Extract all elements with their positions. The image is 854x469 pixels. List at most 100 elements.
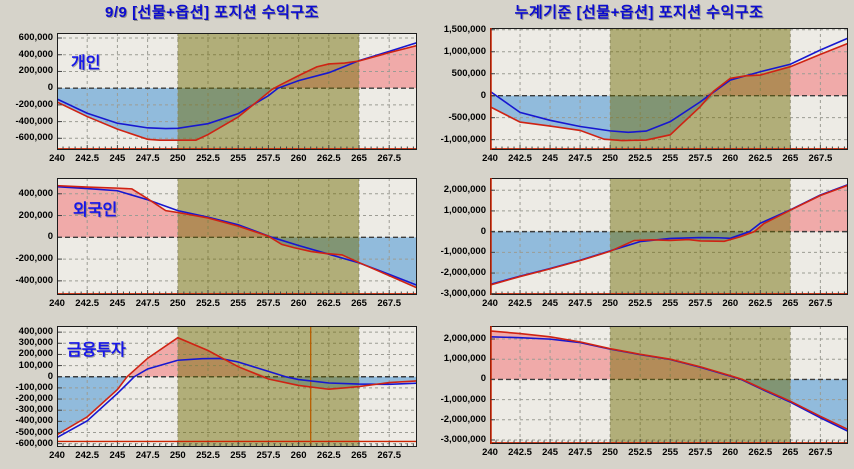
x-axis-label: 252.5: [628, 298, 653, 309]
x-axis-label: 250: [602, 447, 619, 458]
x-axis-label: 242.5: [508, 153, 532, 164]
x-axis-label: 260: [722, 298, 739, 309]
x-axis-label: 255: [662, 447, 679, 458]
loss-fill: [490, 231, 848, 286]
x-axis-label: 242.5: [75, 450, 100, 461]
red-series-line: [57, 44, 417, 141]
y-axis-label: 400,000: [18, 187, 53, 199]
x-axis-label: 245: [542, 298, 558, 309]
plot-frame: [57, 33, 417, 150]
y-axis-label: -400,000: [15, 415, 53, 427]
x-axis-label: 240: [49, 298, 65, 309]
x-axis-label: 252.5: [196, 450, 220, 461]
left-column-title: 9/9 [선물+옵션] 포지션 수익구조: [105, 4, 319, 21]
plot-frame: [57, 178, 417, 295]
y-axis-label: 2,000,000: [443, 333, 486, 345]
x-axis-label: 240: [49, 153, 65, 164]
y-axis-label: -300,000: [15, 404, 53, 416]
x-axis-label: 260: [722, 447, 739, 458]
x-axis-label: 250: [169, 298, 186, 309]
y-axis-label: 200,000: [18, 209, 53, 221]
x-axis-label: 262.5: [748, 298, 773, 309]
x-axis-label: 255: [230, 153, 247, 164]
x-axis-label: 262.5: [316, 153, 341, 164]
red-series-line: [490, 42, 848, 142]
x-axis-label: 240: [482, 447, 498, 458]
x-axis-label: 247.5: [568, 447, 592, 458]
x-axis-label: 257.5: [256, 298, 281, 309]
red-series-line: [57, 184, 417, 289]
x-axis-label: 265: [782, 298, 799, 309]
y-axis-label: 1,500,000: [443, 23, 486, 35]
x-axis-label: 262.5: [316, 450, 341, 461]
y-axis-label: -100,000: [15, 381, 53, 393]
plot-frame: [57, 326, 417, 447]
x-axis-label: 265: [351, 153, 367, 164]
y-axis-label: -500,000: [448, 111, 486, 123]
y-axis-label: -1,000,000: [440, 246, 486, 258]
x-axis-label: 265: [351, 450, 367, 461]
loss-fill: [57, 237, 417, 288]
y-axis-label: 0: [47, 370, 53, 382]
highlight-band: [177, 326, 360, 447]
x-axis-label: 257.5: [256, 450, 281, 461]
x-axis-label: 262.5: [748, 153, 773, 164]
x-axis-label: 267.5: [377, 298, 402, 309]
red-series-line: [490, 184, 848, 286]
x-axis-label: 267.5: [377, 153, 402, 164]
profit-fill: [490, 185, 848, 232]
x-axis-label: 240: [482, 153, 498, 164]
y-axis-label: 200,000: [18, 65, 53, 77]
plot-cumulative-row3: [490, 326, 848, 444]
x-axis-label: 255: [662, 298, 679, 309]
x-axis-label: 257.5: [688, 447, 713, 458]
x-axis-label: 260: [290, 298, 307, 309]
x-axis-label: 255: [662, 153, 679, 164]
y-axis-label: 0: [480, 89, 486, 101]
y-axis-label: -3,000,000: [440, 433, 486, 445]
y-axis-label: -400,000: [15, 115, 53, 127]
x-axis-label: 247.5: [135, 153, 160, 164]
plot-cumulative-row1: [490, 28, 848, 150]
plot-daily-individual: [57, 33, 417, 150]
loss-fill: [57, 376, 417, 435]
profit-fill: [57, 45, 417, 89]
x-axis-label: 252.5: [196, 153, 220, 164]
highlight-band: [610, 326, 791, 444]
x-axis-label: 245: [542, 447, 558, 458]
x-axis-label: 262.5: [748, 447, 773, 458]
y-axis-label: 200,000: [18, 348, 53, 360]
y-axis-label: 100,000: [18, 359, 53, 371]
x-axis-label: 245: [109, 153, 126, 164]
y-axis-label: -2,000,000: [440, 267, 486, 279]
x-axis-label: 252.5: [196, 298, 220, 309]
x-axis-label: 260: [290, 153, 307, 164]
loss-fill: [490, 95, 848, 141]
x-axis-label: 267.5: [808, 298, 833, 309]
chart-name-label: 개인: [71, 55, 101, 72]
x-axis-label: 242.5: [508, 447, 532, 458]
plot-daily-foreigner: [57, 178, 417, 295]
y-axis-label: -600,000: [15, 437, 53, 449]
red-series-line: [490, 330, 848, 431]
y-axis-label: 600,000: [18, 32, 53, 43]
y-axis-label: 1,000,000: [443, 45, 486, 57]
y-axis-label: 500,000: [451, 67, 486, 79]
y-axis-label: -500,000: [15, 426, 53, 438]
y-axis-label: -600,000: [15, 132, 53, 144]
x-axis-label: 262.5: [316, 298, 341, 309]
blue-series-line: [57, 41, 417, 130]
x-axis-label: 255: [230, 298, 247, 309]
x-axis-label: 240: [482, 298, 498, 309]
x-axis-label: 245: [109, 298, 126, 309]
y-axis-label: -1,000,000: [440, 393, 486, 405]
profit-fill: [57, 337, 417, 377]
x-axis-label: 247.5: [135, 298, 160, 309]
highlight-band: [610, 28, 791, 150]
chart-name-label: 금융투자: [67, 342, 126, 359]
y-axis-label: -200,000: [15, 98, 53, 110]
x-axis-label: 245: [109, 450, 126, 461]
x-axis-label: 252.5: [628, 153, 653, 164]
x-axis-label: 242.5: [508, 298, 532, 309]
